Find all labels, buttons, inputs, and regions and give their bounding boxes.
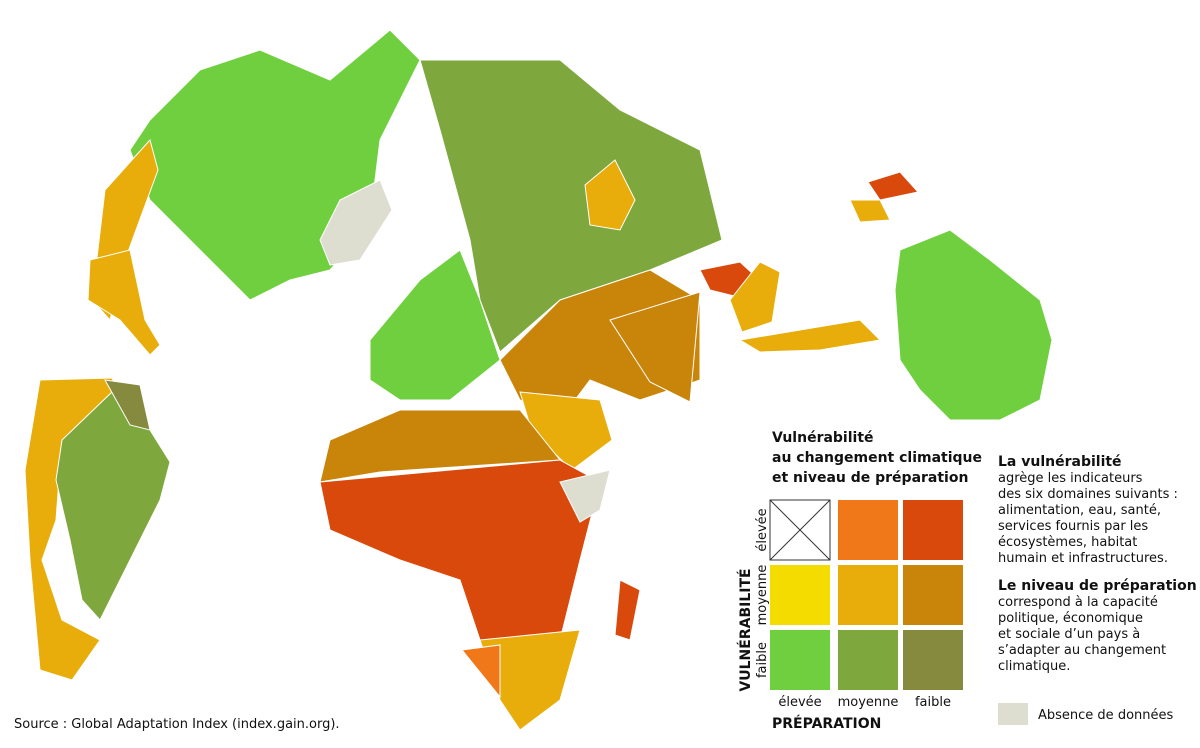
note-line: services fournis par les xyxy=(998,519,1148,534)
note-line: s’adapter au changement xyxy=(998,643,1166,658)
world-map xyxy=(24,29,1053,731)
note-line: des six domaines suivants : xyxy=(998,487,1178,502)
legend: VULNÉRABILITÉ PRÉPARATION xyxy=(737,499,963,732)
y-level-label: faible xyxy=(755,642,770,678)
legend-title: Vulnérabilité xyxy=(772,430,874,446)
note-line: alimentation, eau, santé, xyxy=(998,503,1161,518)
x-level-label: élevée xyxy=(778,695,821,710)
legend-swatch xyxy=(903,565,963,625)
note-heading: La vulnérabilité xyxy=(998,454,1122,470)
legend-swatch xyxy=(838,630,898,690)
legend-cross xyxy=(769,499,831,561)
note-line: politique, économique xyxy=(998,611,1143,626)
legend-swatch xyxy=(903,500,963,560)
note-line: écosystèmes, habitat xyxy=(998,535,1137,550)
no-data-swatch xyxy=(998,703,1028,725)
legend-swatch xyxy=(770,630,830,690)
legend-swatch xyxy=(838,500,898,560)
x-level-label: moyenne xyxy=(838,695,899,710)
note-heading: Le niveau de préparation xyxy=(998,578,1197,594)
note-line: climatique. xyxy=(998,659,1070,674)
x-level-label: faible xyxy=(915,695,951,710)
note-line: et sociale d’un pays à xyxy=(998,627,1140,642)
legend-title: et niveau de préparation xyxy=(772,470,968,486)
y-axis-title: VULNÉRABILITÉ xyxy=(737,568,754,691)
source: Source : Global Adaptation Index (index.… xyxy=(14,717,340,732)
note-line: correspond à la capacité xyxy=(998,595,1158,610)
legend-swatch xyxy=(903,630,963,690)
no-data-label: Absence de données xyxy=(1038,708,1173,723)
x-axis-title: PRÉPARATION xyxy=(772,715,881,732)
legend-title: au changement climatique xyxy=(772,450,982,466)
note-line: humain et infrastructures. xyxy=(998,551,1168,566)
note-line: agrège les indicateurs xyxy=(998,471,1143,486)
legend-swatch xyxy=(838,565,898,625)
y-level-label: moyenne xyxy=(755,565,770,626)
y-level-label: élevée xyxy=(755,508,770,551)
legend-swatch xyxy=(770,565,830,625)
